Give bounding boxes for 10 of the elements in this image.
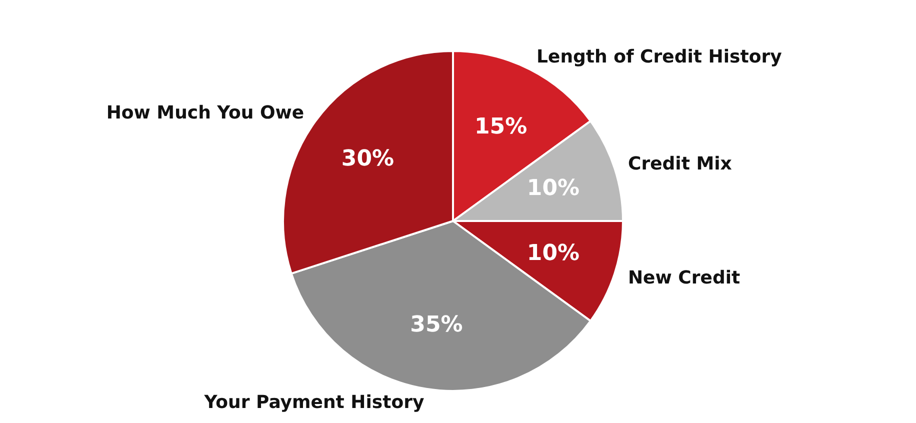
data-label: 30% (341, 146, 394, 172)
slice-label: New Credit (628, 267, 741, 288)
data-label: 15% (474, 114, 528, 140)
data-label: 10% (526, 176, 580, 201)
slice-label: Length of Credit History (536, 46, 782, 68)
data-label: 10% (526, 241, 580, 266)
slice-label: Credit Mix (628, 154, 732, 175)
slice-label: How Much You Owe (106, 102, 304, 124)
slice-label: Your Payment History (203, 392, 424, 414)
data-label: 35% (410, 312, 463, 338)
